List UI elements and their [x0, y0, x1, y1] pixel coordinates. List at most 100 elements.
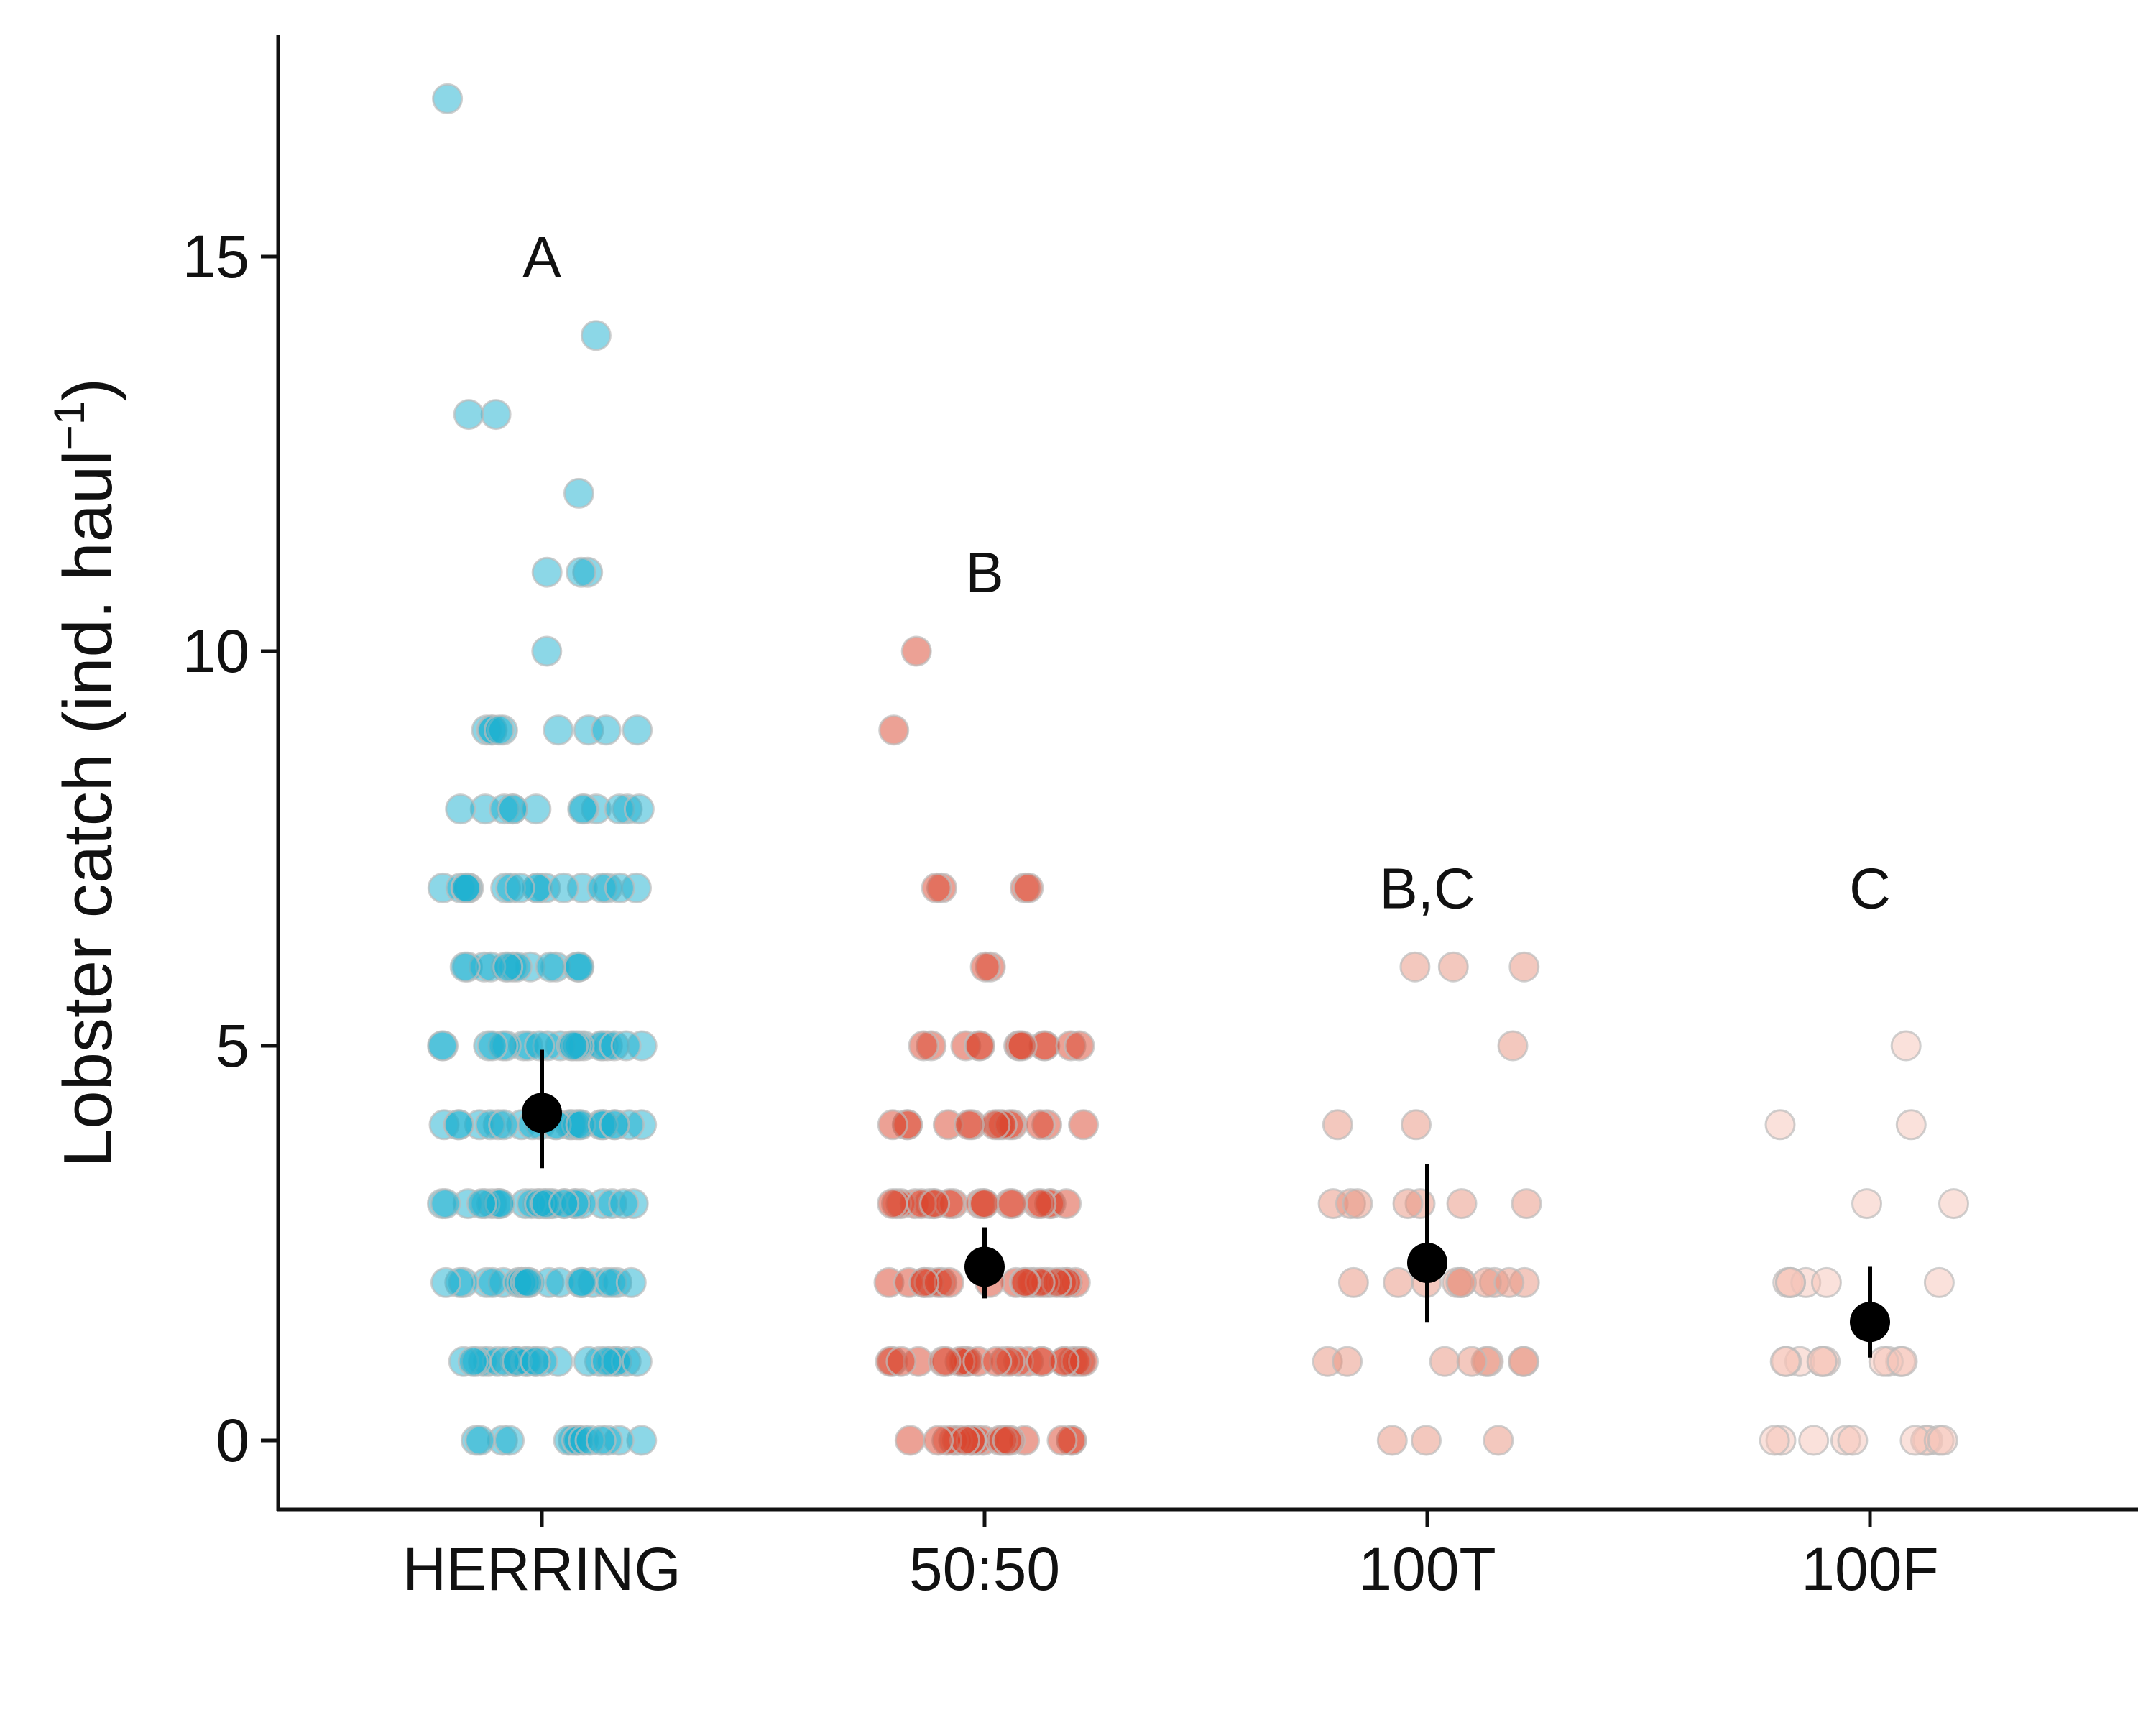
y-tick-label: 10 — [183, 617, 249, 685]
data-point — [464, 1425, 496, 1456]
data-point — [1508, 951, 1540, 983]
data-point — [908, 1266, 940, 1298]
data-point — [1010, 1266, 1041, 1298]
data-point — [548, 872, 579, 903]
y-tick-label: 15 — [183, 223, 249, 290]
data-point — [535, 951, 566, 983]
data-point — [1376, 1425, 1408, 1456]
data-point — [590, 714, 622, 746]
data-point — [877, 1188, 908, 1220]
data-point — [524, 1030, 556, 1062]
group-means — [522, 1049, 1890, 1358]
data-point — [1806, 1346, 1838, 1377]
data-point — [604, 872, 635, 903]
data-point — [1938, 1188, 1969, 1220]
mean-point — [1850, 1302, 1890, 1343]
data-point — [1342, 1188, 1373, 1220]
x-tick-label: HERRING — [402, 1535, 681, 1603]
data-point — [1322, 1109, 1353, 1141]
data-point — [457, 1346, 489, 1377]
data-point — [512, 1266, 543, 1298]
data-point — [623, 794, 655, 825]
data-point — [476, 1030, 508, 1062]
x-tick-label: 100T — [1358, 1535, 1496, 1603]
data-point — [608, 1188, 640, 1220]
data-point — [1383, 1266, 1414, 1298]
data-point — [1446, 1188, 1478, 1220]
data-point — [466, 1188, 497, 1220]
significance-letter: B — [965, 540, 1003, 604]
mean-point — [964, 1246, 1005, 1287]
data-point — [543, 714, 574, 746]
data-point — [964, 1030, 995, 1062]
data-point — [430, 1188, 461, 1220]
data-point — [451, 872, 482, 903]
data-point — [1401, 1109, 1432, 1141]
data-point — [566, 556, 597, 588]
data-point — [919, 1188, 951, 1220]
data-point — [1511, 1188, 1542, 1220]
data-point — [621, 1346, 653, 1377]
data-point — [497, 794, 529, 825]
data-point — [453, 399, 484, 431]
data-point — [981, 1346, 1013, 1377]
data-point — [1497, 1030, 1529, 1062]
significance-letters: A B B,C C — [522, 225, 1891, 920]
mean-point — [1407, 1242, 1447, 1283]
data-point — [1445, 1266, 1477, 1298]
data-point — [992, 1425, 1023, 1456]
data-point — [1895, 1109, 1927, 1141]
data-point — [1024, 1109, 1056, 1141]
data-point — [1392, 1188, 1424, 1220]
data-point — [1026, 1346, 1057, 1377]
data-point — [885, 1346, 917, 1377]
data-point — [520, 1346, 551, 1377]
data-point — [1337, 1266, 1369, 1298]
significance-letter: B,C — [1379, 856, 1475, 920]
data-point — [563, 477, 594, 509]
data-point — [1851, 1188, 1882, 1220]
data-point — [531, 556, 563, 588]
data-point — [900, 635, 932, 667]
data-point — [476, 1266, 508, 1298]
data-point — [996, 1188, 1028, 1220]
data-point — [878, 714, 910, 746]
data-point — [610, 1030, 642, 1062]
data-point — [443, 1109, 474, 1141]
data-point — [504, 872, 535, 903]
data-point — [563, 951, 595, 983]
data-point — [445, 794, 476, 825]
data-point — [615, 1266, 647, 1298]
data-point — [1890, 1030, 1922, 1062]
data-point — [1068, 1109, 1100, 1141]
mean-point — [522, 1092, 562, 1133]
y-axis-ticks: 0 5 10 15 — [183, 223, 278, 1474]
x-tick-label: 100F — [1801, 1535, 1938, 1603]
data-point — [1437, 951, 1469, 983]
data-point — [1429, 1346, 1460, 1377]
y-tick-label: 5 — [216, 1012, 249, 1080]
data-point — [1769, 1346, 1801, 1377]
data-point — [1026, 1188, 1057, 1220]
data-point — [494, 1425, 525, 1456]
data-point — [1006, 1030, 1038, 1062]
y-tick-label: 0 — [216, 1407, 249, 1474]
data-point — [548, 1188, 580, 1220]
significance-letter: A — [522, 225, 561, 289]
data-point — [1810, 1266, 1842, 1298]
data-point — [1837, 1425, 1869, 1456]
data-point — [923, 1425, 954, 1456]
data-point — [558, 1030, 589, 1062]
data-point — [427, 1030, 459, 1062]
data-point — [567, 794, 599, 825]
significance-letter: C — [1849, 856, 1891, 920]
data-point — [1064, 1030, 1095, 1062]
data-point — [921, 872, 952, 903]
data-point — [1332, 1346, 1363, 1377]
data-point — [599, 1109, 630, 1141]
data-point — [969, 951, 1001, 983]
data-point — [488, 1109, 520, 1141]
data-point — [1508, 1346, 1539, 1377]
data-point — [566, 1266, 598, 1298]
